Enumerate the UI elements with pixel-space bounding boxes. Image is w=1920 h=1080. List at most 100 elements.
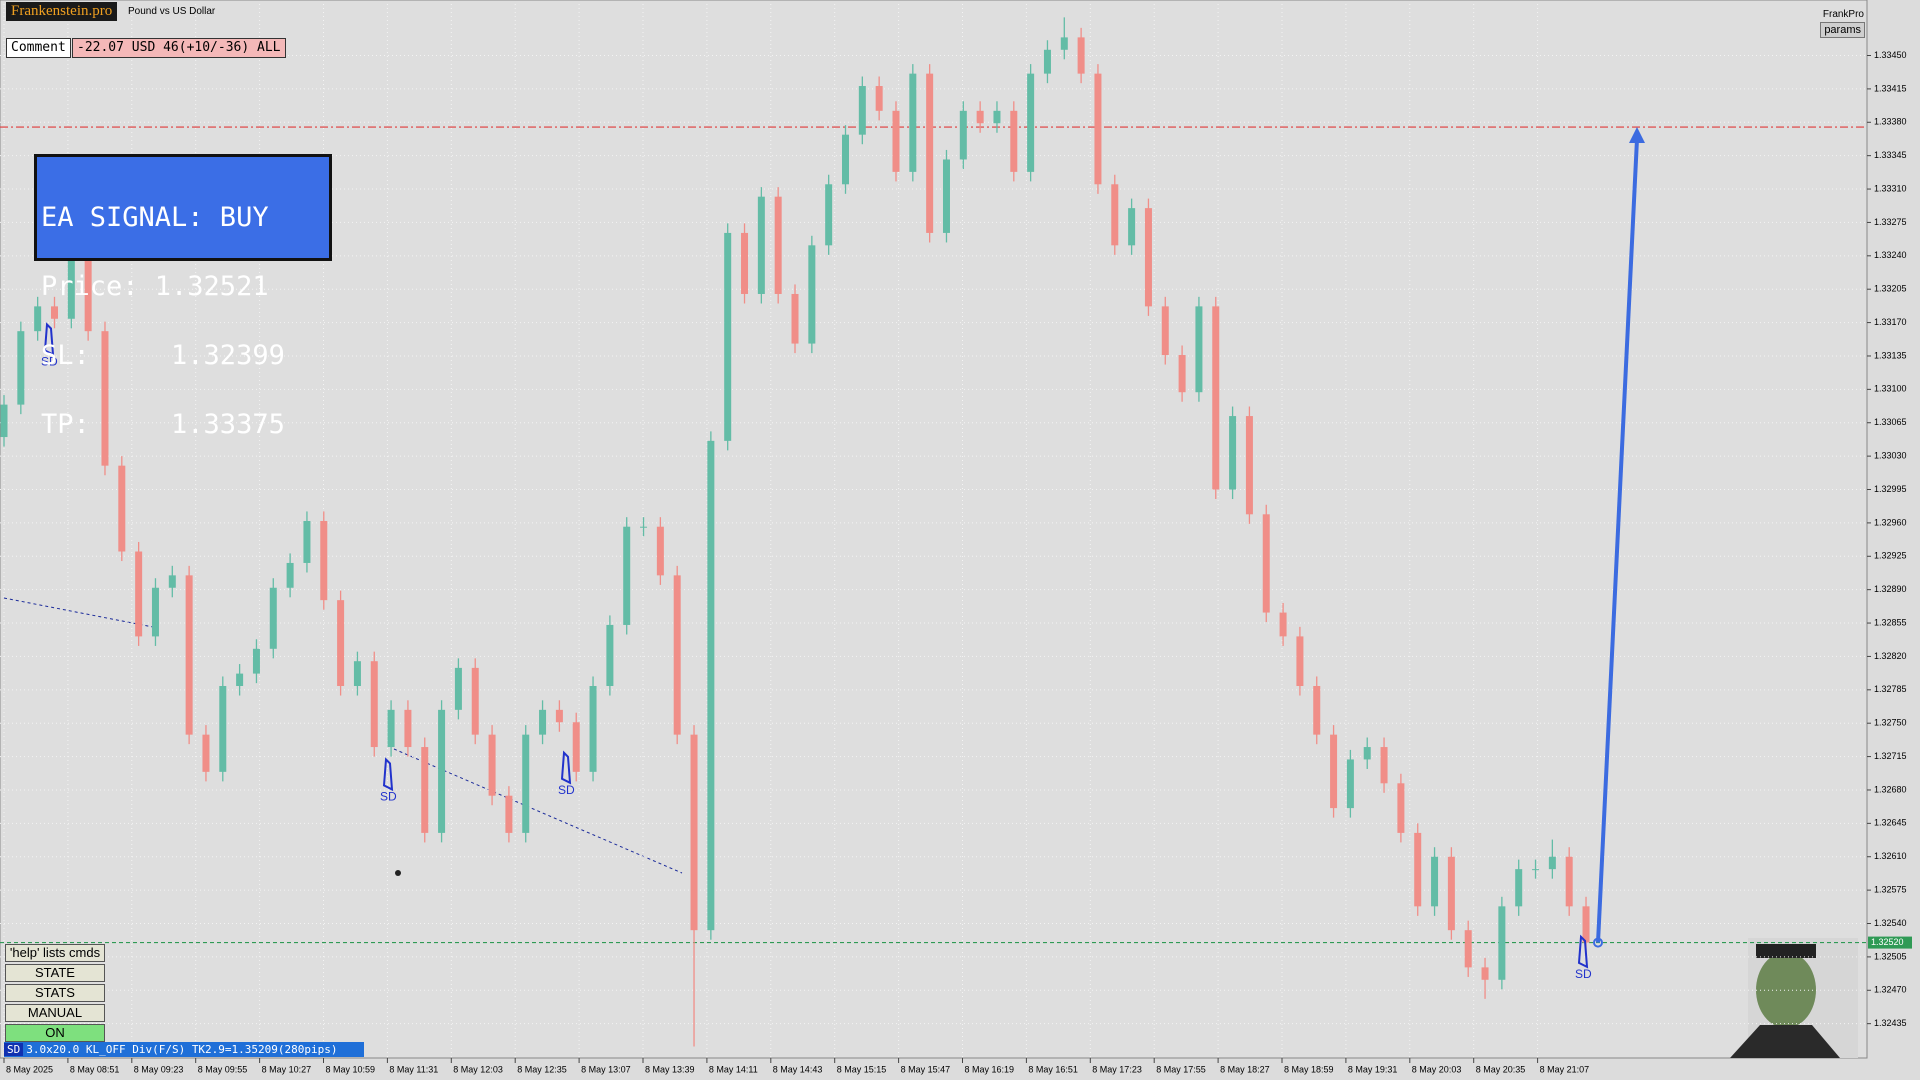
signal-label: SD [41, 355, 58, 369]
status-text: 3.0x20.0 KL_OFF Div(F/S) TK2.9=1.35209(2… [26, 1043, 338, 1056]
y-tick-label: 1.32715 [1874, 751, 1907, 761]
x-tick-label: 8 May 09:23 [134, 1064, 184, 1074]
candle-body [1195, 306, 1203, 393]
candle-body [252, 648, 260, 674]
y-tick-label: 1.33205 [1874, 284, 1907, 294]
candle-body [0, 404, 8, 438]
candle-body [690, 734, 698, 931]
x-tick-label: 8 May 12:03 [453, 1064, 503, 1074]
y-tick-label: 1.32505 [1874, 951, 1907, 961]
candle-body [892, 110, 900, 172]
on-button[interactable]: ON [5, 1024, 105, 1042]
candle-body [589, 686, 597, 772]
y-tick-label: 1.33065 [1874, 417, 1907, 427]
candle-body [1262, 514, 1270, 613]
x-tick-label: 8 May 18:27 [1220, 1064, 1270, 1074]
y-tick-label: 1.33100 [1874, 384, 1907, 394]
x-tick-label: 8 May 14:43 [773, 1064, 823, 1074]
candle-body [168, 575, 176, 588]
params-button[interactable]: params [1820, 22, 1865, 38]
y-tick-label: 1.33030 [1874, 450, 1907, 460]
candle-body [572, 722, 580, 772]
candle-body [421, 747, 429, 833]
candle-body [976, 110, 984, 124]
candle-body [942, 159, 950, 233]
candle-body [1346, 759, 1354, 809]
candle-body [1582, 906, 1590, 943]
candle-body [1212, 306, 1220, 490]
candle-body [488, 734, 496, 796]
x-tick-label: 8 May 20:35 [1476, 1064, 1526, 1074]
candle-body [623, 526, 631, 625]
candle-body [858, 86, 866, 135]
status-tag: SD [4, 1043, 24, 1056]
candle-body [926, 73, 934, 233]
candle-body [1565, 856, 1573, 907]
x-tick-label: 8 May 13:39 [645, 1064, 695, 1074]
brand: Frankenstein.pro [6, 2, 118, 21]
candle-body [1043, 49, 1051, 74]
candle-body [825, 184, 833, 246]
y-tick-label: 1.33380 [1874, 117, 1907, 127]
candle-body [337, 600, 345, 686]
comment-value: -22.07 USD 46(+10/-36) ALL [72, 38, 286, 58]
candle-body [1229, 416, 1237, 490]
x-tick-label: 8 May 10:59 [326, 1064, 376, 1074]
candle-body [438, 709, 446, 833]
help-button[interactable]: 'help' lists cmds [5, 944, 105, 962]
y-tick-label: 1.32820 [1874, 651, 1907, 661]
signal-title: EA SIGNAL: BUY [41, 202, 269, 233]
candle-body [1548, 856, 1556, 870]
signal-line: Price: 1.32521 [41, 271, 269, 302]
y-tick-label: 1.32575 [1874, 884, 1907, 894]
y-tick-label: 1.32960 [1874, 517, 1907, 527]
y-tick-label: 1.32750 [1874, 718, 1907, 728]
candle-body [1363, 747, 1371, 760]
candle-body [555, 709, 563, 723]
y-tick-label: 1.32890 [1874, 584, 1907, 594]
price-label-bg [1868, 936, 1912, 949]
candle-body [959, 110, 967, 160]
candle-body [791, 293, 799, 344]
candle-body [505, 795, 513, 833]
x-tick-label: 8 May 11:31 [389, 1064, 438, 1074]
candle-body [370, 661, 378, 748]
signal-marker [1577, 934, 1589, 969]
stats-button[interactable]: STATS [5, 984, 105, 1002]
y-tick-label: 1.32435 [1874, 1018, 1907, 1028]
x-tick-label: 8 May 08:51 [70, 1064, 120, 1074]
candle-body [522, 734, 530, 833]
candle-body [1111, 184, 1119, 246]
candle-body [606, 624, 614, 686]
candle-body [202, 734, 210, 772]
candle-body [387, 709, 395, 748]
x-tick-label: 8 May 17:55 [1156, 1064, 1206, 1074]
candle-body [1027, 73, 1035, 172]
x-tick-label: 8 May 13:07 [581, 1064, 631, 1074]
state-button[interactable]: STATE [5, 964, 105, 982]
y-tick-label: 1.32785 [1874, 684, 1907, 694]
candle-body [269, 587, 277, 649]
candle-body [741, 232, 749, 294]
candle-body [404, 709, 412, 748]
signal-line: TP: 1.33375 [41, 409, 285, 440]
candle-body [1060, 37, 1068, 50]
candle-body [875, 86, 883, 111]
candle-body [1296, 636, 1304, 686]
candle-body [1010, 110, 1018, 172]
symbol: Pound vs US Dollar [128, 6, 216, 17]
candle-body [1380, 747, 1388, 784]
x-tick-label: 8 May 15:47 [901, 1064, 951, 1074]
candle-body [1431, 856, 1439, 907]
candle-body [724, 232, 732, 441]
manual-button[interactable]: MANUAL [5, 1004, 105, 1022]
candle-body [320, 520, 328, 601]
x-tick-label: 8 May 20:03 [1412, 1064, 1462, 1074]
y-tick-label: 1.32855 [1874, 617, 1907, 627]
x-tick-label: 8 May 12:35 [517, 1064, 567, 1074]
x-tick-label: 8 May 19:31 [1348, 1064, 1398, 1074]
candle-body [1245, 416, 1253, 515]
signal-link [393, 748, 683, 874]
candle-body [909, 73, 917, 172]
candle-body [1279, 612, 1287, 637]
